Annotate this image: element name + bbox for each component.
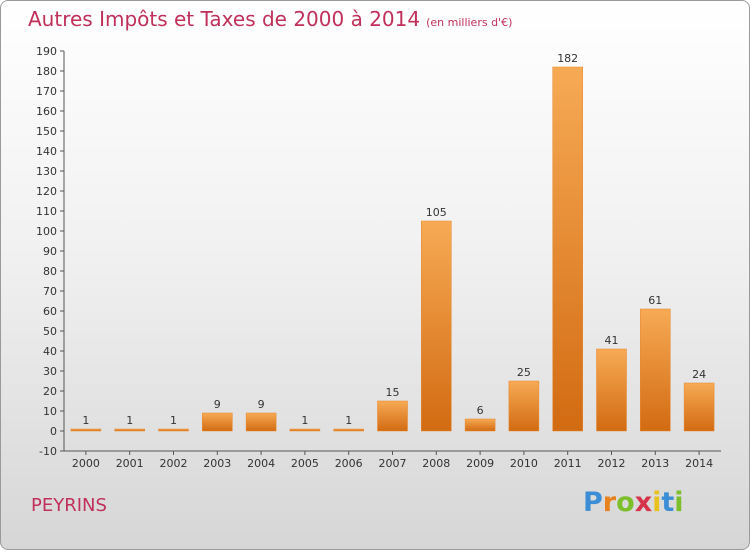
bar bbox=[114, 428, 145, 432]
bar bbox=[289, 428, 321, 432]
y-tick-label: 120 bbox=[36, 185, 57, 198]
y-tick-label: 40 bbox=[43, 345, 57, 358]
x-tick-label: 2012 bbox=[598, 457, 626, 470]
bar bbox=[202, 412, 233, 432]
bar-value-label: 25 bbox=[517, 366, 531, 379]
x-tick-label: 2008 bbox=[422, 457, 450, 470]
y-tick-label: 60 bbox=[43, 305, 57, 318]
y-tick-label: 30 bbox=[43, 365, 57, 378]
y-tick-label: 110 bbox=[36, 205, 57, 218]
x-tick-label: 2011 bbox=[554, 457, 582, 470]
x-tick-label: 2009 bbox=[466, 457, 494, 470]
bar-value-label: 1 bbox=[126, 414, 133, 427]
bar bbox=[333, 428, 364, 432]
bar bbox=[552, 66, 583, 432]
bar bbox=[640, 308, 671, 432]
y-tick-label: 160 bbox=[36, 105, 57, 118]
bar bbox=[377, 400, 408, 432]
bar-value-label: 6 bbox=[477, 404, 484, 417]
y-tick-label: -10 bbox=[39, 445, 57, 458]
proxiti-logo: Proxiti bbox=[583, 487, 684, 518]
bar bbox=[70, 428, 102, 432]
y-tick-label: 20 bbox=[43, 385, 57, 398]
bar-value-label: 105 bbox=[426, 206, 447, 219]
bar-value-label: 15 bbox=[386, 386, 400, 399]
subtitle-text: (en milliers d'€) bbox=[426, 16, 513, 29]
y-tick-label: 140 bbox=[36, 145, 57, 158]
bar-value-label: 41 bbox=[605, 334, 619, 347]
bar bbox=[683, 382, 715, 432]
commune-name: PEYRINS bbox=[31, 495, 107, 516]
chart-title: Autres Impôts et Taxes de 2000 à 2014 (en… bbox=[28, 7, 512, 31]
bar-value-label: 1 bbox=[170, 414, 177, 427]
y-tick-label: 80 bbox=[43, 265, 57, 278]
y-tick-label: 70 bbox=[43, 285, 57, 298]
y-tick-label: 130 bbox=[36, 165, 57, 178]
y-tick-label: 170 bbox=[36, 85, 57, 98]
y-tick-label: 150 bbox=[36, 125, 57, 138]
x-tick-label: 2013 bbox=[641, 457, 669, 470]
bar-value-label: 9 bbox=[258, 398, 265, 411]
bar-value-label: 1 bbox=[301, 414, 308, 427]
x-tick-label: 2001 bbox=[116, 457, 144, 470]
bar bbox=[464, 418, 496, 432]
x-tick-label: 2014 bbox=[685, 457, 713, 470]
y-tick-label: 0 bbox=[50, 425, 57, 438]
bar bbox=[158, 428, 189, 432]
y-tick-label: 10 bbox=[43, 405, 57, 418]
x-tick-label: 2002 bbox=[160, 457, 188, 470]
bar bbox=[245, 412, 277, 432]
bar bbox=[508, 380, 540, 432]
y-tick-label: 180 bbox=[36, 65, 57, 78]
x-tick-label: 2004 bbox=[247, 457, 275, 470]
x-tick-label: 2010 bbox=[510, 457, 538, 470]
title-text: Autres Impôts et Taxes de 2000 à 2014 bbox=[28, 7, 421, 31]
y-tick-label: 100 bbox=[36, 225, 57, 238]
bar-value-label: 1 bbox=[345, 414, 352, 427]
bar bbox=[421, 220, 452, 432]
y-tick-label: 90 bbox=[43, 245, 57, 258]
x-tick-label: 2007 bbox=[379, 457, 407, 470]
y-tick-label: 190 bbox=[36, 45, 57, 58]
x-tick-label: 2003 bbox=[203, 457, 231, 470]
bar-value-label: 61 bbox=[648, 294, 662, 307]
bar-value-label: 182 bbox=[557, 52, 578, 65]
x-tick-label: 2006 bbox=[335, 457, 363, 470]
bar-value-label: 1 bbox=[82, 414, 89, 427]
bar-value-label: 9 bbox=[214, 398, 221, 411]
bar-value-label: 24 bbox=[692, 368, 706, 381]
y-tick-label: 50 bbox=[43, 325, 57, 338]
bar bbox=[596, 348, 627, 432]
x-tick-label: 2000 bbox=[72, 457, 100, 470]
x-tick-label: 2005 bbox=[291, 457, 319, 470]
